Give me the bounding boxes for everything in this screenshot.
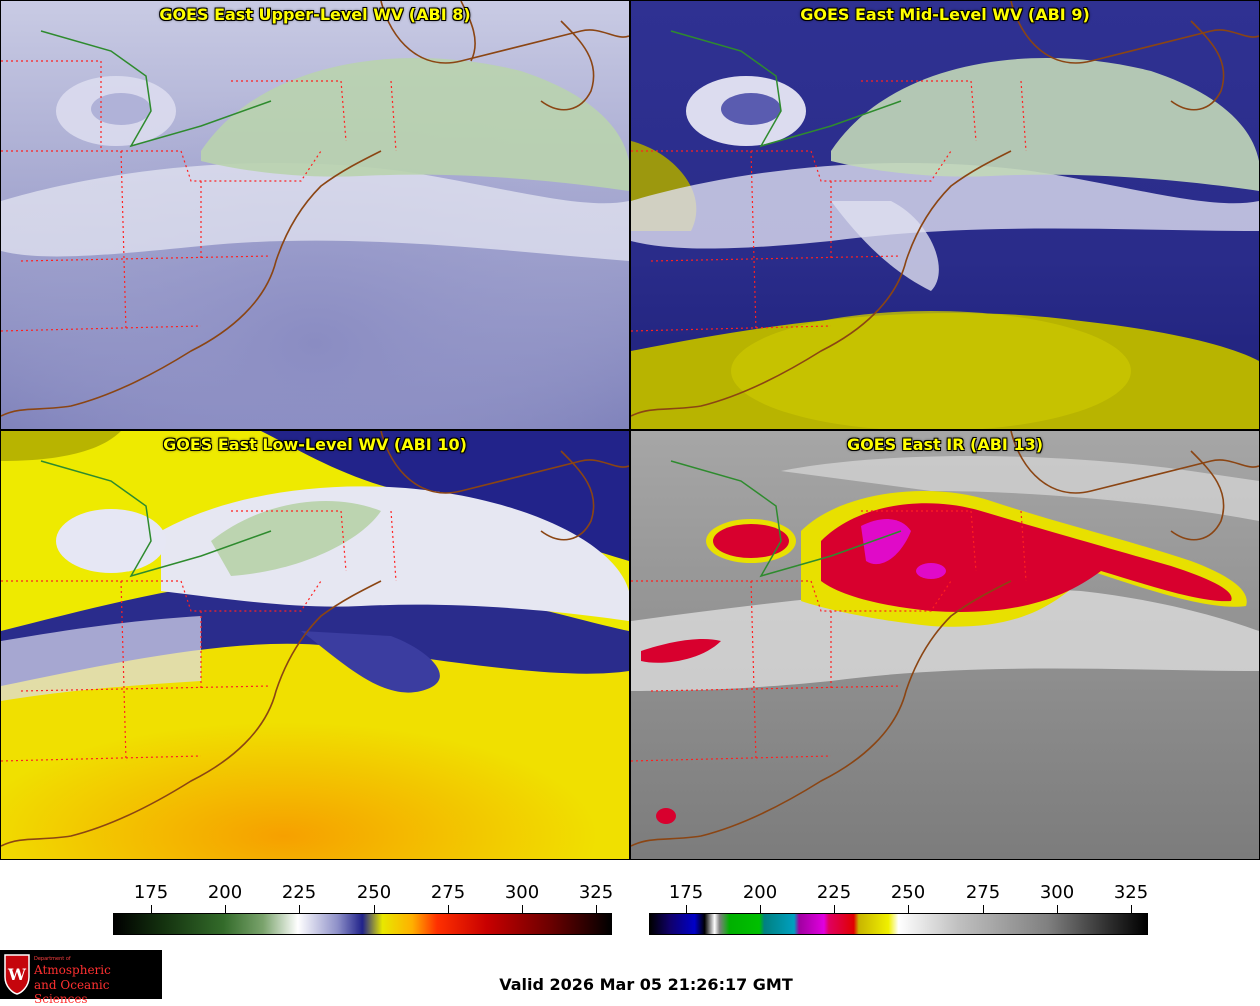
- low-level-wv-map-overlay: [1, 431, 629, 847]
- panel-title: GOES East IR (ABI 13): [846, 435, 1044, 454]
- upper-level-wv-image: [1, 1, 629, 429]
- crest-letter: W: [7, 965, 27, 984]
- panel-ir: GOES East IR (ABI 13): [630, 430, 1260, 860]
- colorbar-tick: [760, 905, 761, 913]
- colorbar-tick: [448, 905, 449, 913]
- colorbar-tick-label: 275: [430, 882, 466, 903]
- colorbar-tick-label: 200: [742, 882, 778, 903]
- ir-colorbar: 175 200 225 250 275 300 325: [649, 880, 1149, 940]
- colorbar-tick-label: 250: [356, 882, 392, 903]
- colorbar-tick-label: 225: [281, 882, 317, 903]
- colorbar-tick-label: 225: [816, 882, 852, 903]
- colorbar-tick: [983, 905, 984, 913]
- colorbar-tick-label: 175: [668, 882, 704, 903]
- colorbar-tick-label: 175: [133, 882, 169, 903]
- colorbar-tick: [374, 905, 375, 913]
- panel-title: GOES East Mid-Level WV (ABI 9): [800, 5, 1090, 24]
- ir-colorbar-gradient: [649, 913, 1148, 935]
- panel-low-level-wv: GOES East Low-Level WV (ABI 10): [0, 430, 630, 860]
- ir-image: [631, 431, 1259, 859]
- mid-level-wv-image: [631, 1, 1259, 429]
- logo-line-1: Atmospheric: [34, 963, 111, 977]
- colorbar-tick: [151, 905, 152, 913]
- colorbar-tick: [686, 905, 687, 913]
- colorbar-tick-label: 200: [207, 882, 243, 903]
- uw-crest-icon: W: [4, 954, 30, 995]
- mid-level-wv-map-overlay: [631, 1, 1259, 417]
- colorbar-tick: [1057, 905, 1058, 913]
- colorbar-tick-label: 325: [1113, 882, 1149, 903]
- panel-mid-level-wv: GOES East Mid-Level WV (ABI 9): [630, 0, 1260, 430]
- wv-colorbar-gradient: [113, 913, 612, 935]
- colorbar-tick: [908, 905, 909, 913]
- upper-level-wv-map-overlay: [1, 1, 629, 417]
- panel-upper-level-wv: GOES East Upper-Level WV (ABI 8): [0, 0, 630, 430]
- logo-dept-line: Department of: [34, 956, 71, 962]
- colorbar-tick-label: 325: [578, 882, 614, 903]
- wv-colorbar: 175 200 225 250 275 300 325: [113, 880, 613, 940]
- colorbar-tick-label: 300: [504, 882, 540, 903]
- ir-map-overlay: [631, 431, 1259, 847]
- colorbar-tick: [299, 905, 300, 913]
- panel-title: GOES East Low-Level WV (ABI 10): [163, 435, 467, 454]
- colorbar-tick-label: 275: [965, 882, 1001, 903]
- colorbar-tick: [596, 905, 597, 913]
- colorbar-tick: [225, 905, 226, 913]
- valid-time: Valid 2026 Mar 05 21:26:17 GMT: [499, 975, 793, 994]
- colorbar-tick: [522, 905, 523, 913]
- low-level-wv-image: [1, 431, 629, 859]
- colorbar-tick: [1131, 905, 1132, 913]
- aos-logo: W Department of Atmospheric and Oceanic …: [0, 950, 162, 1006]
- colorbar-tick-label: 300: [1039, 882, 1075, 903]
- colorbar-tick: [834, 905, 835, 913]
- colorbar-tick-label: 250: [890, 882, 926, 903]
- panel-title: GOES East Upper-Level WV (ABI 8): [159, 5, 471, 24]
